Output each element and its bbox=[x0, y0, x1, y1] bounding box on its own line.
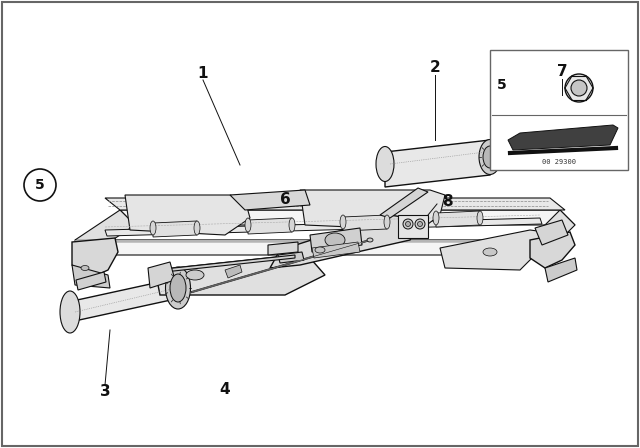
Text: 7: 7 bbox=[557, 65, 567, 79]
Polygon shape bbox=[225, 265, 242, 278]
Polygon shape bbox=[125, 195, 250, 235]
Polygon shape bbox=[343, 215, 387, 231]
Polygon shape bbox=[385, 140, 490, 187]
Polygon shape bbox=[72, 238, 118, 278]
Ellipse shape bbox=[376, 146, 394, 181]
Polygon shape bbox=[72, 265, 110, 288]
Polygon shape bbox=[398, 215, 428, 238]
Text: 5: 5 bbox=[497, 78, 507, 92]
Ellipse shape bbox=[340, 215, 346, 229]
Polygon shape bbox=[436, 211, 480, 227]
Polygon shape bbox=[440, 230, 545, 270]
Text: 3: 3 bbox=[100, 384, 110, 400]
Polygon shape bbox=[230, 190, 310, 210]
Polygon shape bbox=[545, 258, 577, 282]
Polygon shape bbox=[120, 210, 575, 225]
Polygon shape bbox=[105, 198, 565, 210]
Bar bbox=[490, 50, 628, 170]
Ellipse shape bbox=[289, 218, 295, 232]
Text: 00 29300: 00 29300 bbox=[542, 159, 576, 165]
Polygon shape bbox=[312, 242, 360, 258]
Polygon shape bbox=[153, 221, 197, 237]
Polygon shape bbox=[155, 255, 295, 273]
Ellipse shape bbox=[483, 248, 497, 256]
Ellipse shape bbox=[384, 215, 390, 229]
Ellipse shape bbox=[367, 238, 373, 242]
Ellipse shape bbox=[477, 211, 483, 225]
Polygon shape bbox=[490, 152, 510, 165]
Polygon shape bbox=[310, 228, 362, 252]
Text: 6: 6 bbox=[280, 193, 291, 207]
Polygon shape bbox=[76, 272, 106, 290]
Ellipse shape bbox=[571, 80, 587, 96]
Polygon shape bbox=[148, 262, 175, 288]
Polygon shape bbox=[380, 188, 428, 218]
Ellipse shape bbox=[315, 247, 325, 253]
Polygon shape bbox=[508, 125, 618, 150]
Text: 4: 4 bbox=[220, 383, 230, 397]
Polygon shape bbox=[75, 240, 530, 242]
Ellipse shape bbox=[403, 219, 413, 229]
Ellipse shape bbox=[325, 233, 345, 247]
Ellipse shape bbox=[554, 104, 572, 112]
Ellipse shape bbox=[565, 74, 593, 102]
Ellipse shape bbox=[415, 219, 425, 229]
Ellipse shape bbox=[186, 270, 204, 280]
Ellipse shape bbox=[433, 211, 439, 225]
Ellipse shape bbox=[194, 221, 200, 235]
Polygon shape bbox=[268, 242, 298, 255]
Ellipse shape bbox=[81, 266, 89, 271]
Polygon shape bbox=[75, 210, 135, 255]
Polygon shape bbox=[248, 218, 292, 234]
Ellipse shape bbox=[150, 221, 156, 235]
Ellipse shape bbox=[483, 146, 497, 168]
Ellipse shape bbox=[60, 291, 80, 333]
Polygon shape bbox=[300, 190, 445, 230]
Polygon shape bbox=[270, 215, 420, 268]
Polygon shape bbox=[558, 108, 568, 145]
Polygon shape bbox=[530, 210, 575, 255]
Ellipse shape bbox=[170, 274, 186, 302]
Polygon shape bbox=[155, 255, 325, 295]
Polygon shape bbox=[75, 240, 545, 255]
Text: 1: 1 bbox=[198, 65, 208, 81]
Ellipse shape bbox=[166, 267, 191, 309]
Polygon shape bbox=[530, 232, 575, 268]
Ellipse shape bbox=[555, 95, 571, 105]
Polygon shape bbox=[535, 220, 568, 245]
Polygon shape bbox=[278, 252, 304, 263]
Ellipse shape bbox=[406, 221, 410, 227]
Text: 8: 8 bbox=[442, 194, 452, 210]
Polygon shape bbox=[105, 218, 542, 236]
Ellipse shape bbox=[245, 218, 251, 232]
Polygon shape bbox=[68, 278, 180, 322]
Text: 5: 5 bbox=[35, 178, 45, 192]
Ellipse shape bbox=[417, 221, 422, 227]
Text: 2: 2 bbox=[429, 60, 440, 76]
Ellipse shape bbox=[479, 139, 501, 175]
Circle shape bbox=[24, 169, 56, 201]
